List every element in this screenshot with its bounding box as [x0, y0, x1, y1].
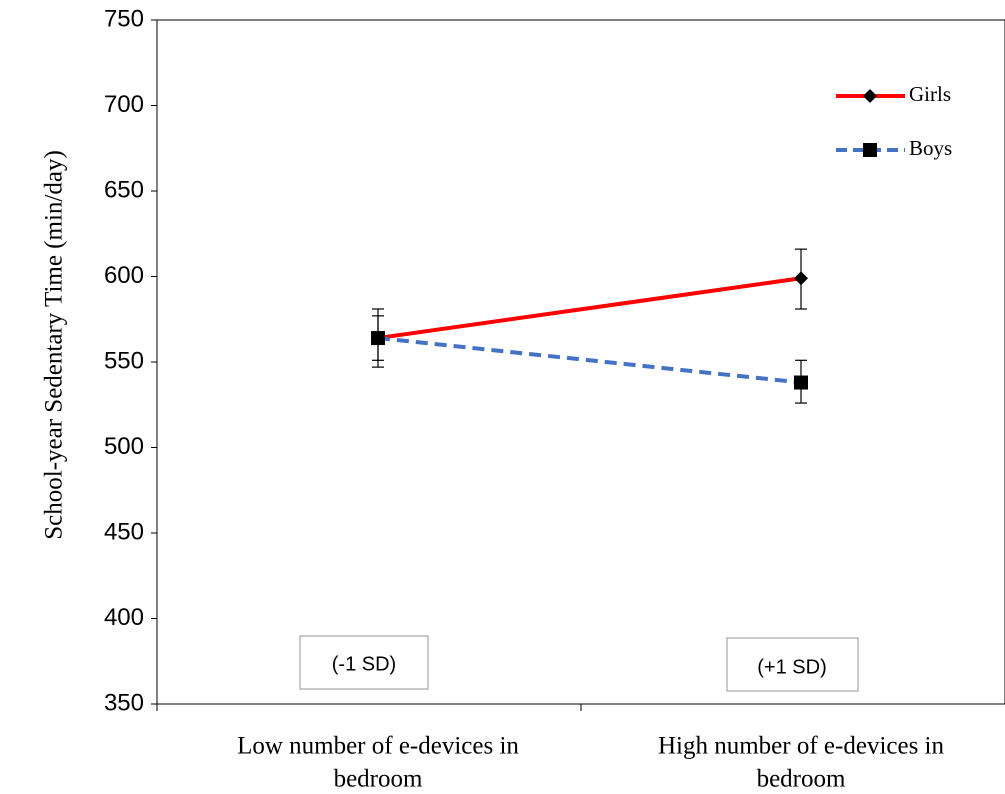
series-line-girls — [377, 276, 802, 341]
legend: Girls Boys — [836, 82, 952, 160]
annotation-low-sd: (-1 SD) — [299, 635, 429, 690]
y-axis: 350 400 450 500 550 600 650 700 750 — [104, 5, 157, 716]
y-tick-label: 650 — [104, 176, 144, 203]
annotation-high-sd: (+1 SD) — [726, 637, 859, 692]
x-category-label: bedroom — [334, 766, 423, 793]
data-point-girls — [794, 271, 808, 286]
x-category-label: High number of e-devices in — [658, 733, 945, 760]
y-tick-label: 550 — [104, 347, 144, 374]
legend-label-boys: Boys — [909, 136, 952, 160]
annotation-box-high — [726, 637, 859, 692]
legend-marker-girls — [863, 89, 877, 103]
plot-area — [156, 19, 1005, 705]
annotations: (-1 SD) (+1 SD) — [299, 635, 859, 692]
x-category-label: bedroom — [757, 766, 846, 793]
y-tick-label: 450 — [104, 518, 144, 545]
y-axis-label: School-year Sedentary Time (min/day) — [41, 150, 68, 540]
annotation-high-sd-text: (+1 SD) — [757, 656, 826, 678]
legend-item-girls: Girls — [836, 82, 951, 106]
y-tick-label: 700 — [104, 91, 144, 118]
y-tick-label: 400 — [104, 604, 144, 631]
x-axis: Low number of e-devices in bedroom High nu… — [156, 704, 945, 793]
y-tick-label: 500 — [104, 433, 144, 460]
annotation-low-sd-text: (-1 SD) — [332, 653, 396, 675]
data-point-boys — [371, 331, 385, 346]
legend-item-boys: Boys — [836, 136, 952, 160]
data-point-boys — [794, 375, 808, 390]
series-layer — [371, 248, 808, 404]
legend-marker-boys — [863, 143, 877, 157]
legend-label-girls: Girls — [909, 82, 951, 106]
x-category-label: Low number of e-devices in — [237, 733, 519, 760]
y-tick-label: 600 — [104, 262, 144, 289]
annotation-box-low — [299, 635, 429, 690]
series-line-boys — [377, 336, 802, 385]
y-tick-label: 350 — [104, 689, 144, 716]
y-tick-label: 750 — [104, 5, 144, 32]
